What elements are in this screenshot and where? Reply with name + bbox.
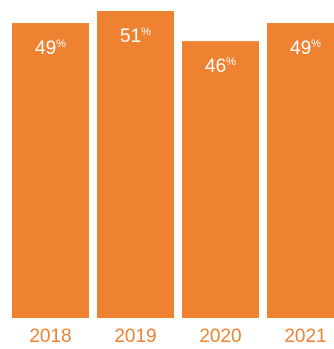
bar-2020 [182,41,259,319]
bar-2018 [12,23,89,318]
bar-2021 [267,23,334,318]
bar-2019 [97,11,174,318]
category-label-2020: 2020 [199,326,241,347]
category-label-2021: 2021 [284,326,326,347]
category-label-2018: 2018 [29,326,71,347]
category-label-2019: 2019 [114,326,156,347]
